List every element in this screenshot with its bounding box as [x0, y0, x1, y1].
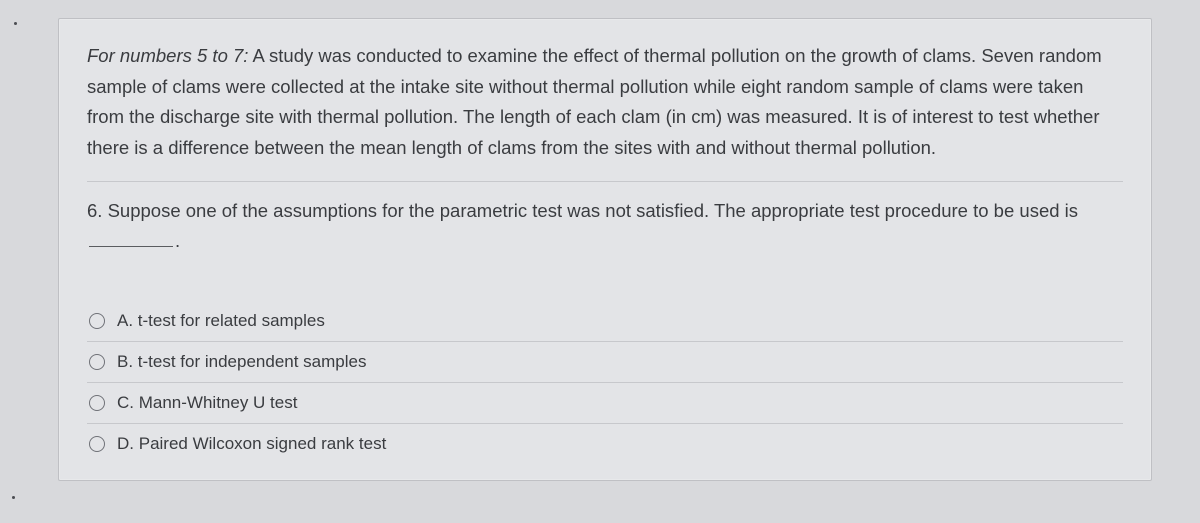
option-letter: C. [117, 393, 134, 413]
context-lead: For numbers 5 to 7: [87, 45, 248, 66]
option-d[interactable]: D. Paired Wilcoxon signed rank test [87, 424, 1123, 464]
radio-icon [89, 436, 105, 452]
radio-icon [89, 395, 105, 411]
option-label: Paired Wilcoxon signed rank test [139, 434, 387, 454]
option-a[interactable]: A. t-test for related samples [87, 301, 1123, 342]
option-label: t-test for related samples [138, 311, 325, 331]
option-letter: A. [117, 311, 133, 331]
question-text: 6. Suppose one of the assumptions for th… [87, 181, 1123, 255]
page-root: For numbers 5 to 7: A study was conducte… [0, 0, 1200, 523]
fill-blank [89, 227, 173, 247]
options-list: A. t-test for related samples B. t-test … [87, 301, 1123, 464]
question-body-after: . [175, 230, 180, 251]
option-label: t-test for independent samples [138, 352, 367, 372]
question-card: For numbers 5 to 7: A study was conducte… [58, 18, 1152, 481]
option-c[interactable]: C. Mann-Whitney U test [87, 383, 1123, 424]
option-label: Mann-Whitney U test [139, 393, 298, 413]
option-letter: D. [117, 434, 134, 454]
question-number: 6. [87, 200, 102, 221]
context-paragraph: For numbers 5 to 7: A study was conducte… [87, 41, 1123, 163]
option-b[interactable]: B. t-test for independent samples [87, 342, 1123, 383]
radio-icon [89, 313, 105, 329]
radio-icon [89, 354, 105, 370]
artifact-dot [12, 496, 15, 499]
question-body-before: Suppose one of the assumptions for the p… [108, 200, 1078, 221]
artifact-dot [14, 22, 17, 25]
option-letter: B. [117, 352, 133, 372]
